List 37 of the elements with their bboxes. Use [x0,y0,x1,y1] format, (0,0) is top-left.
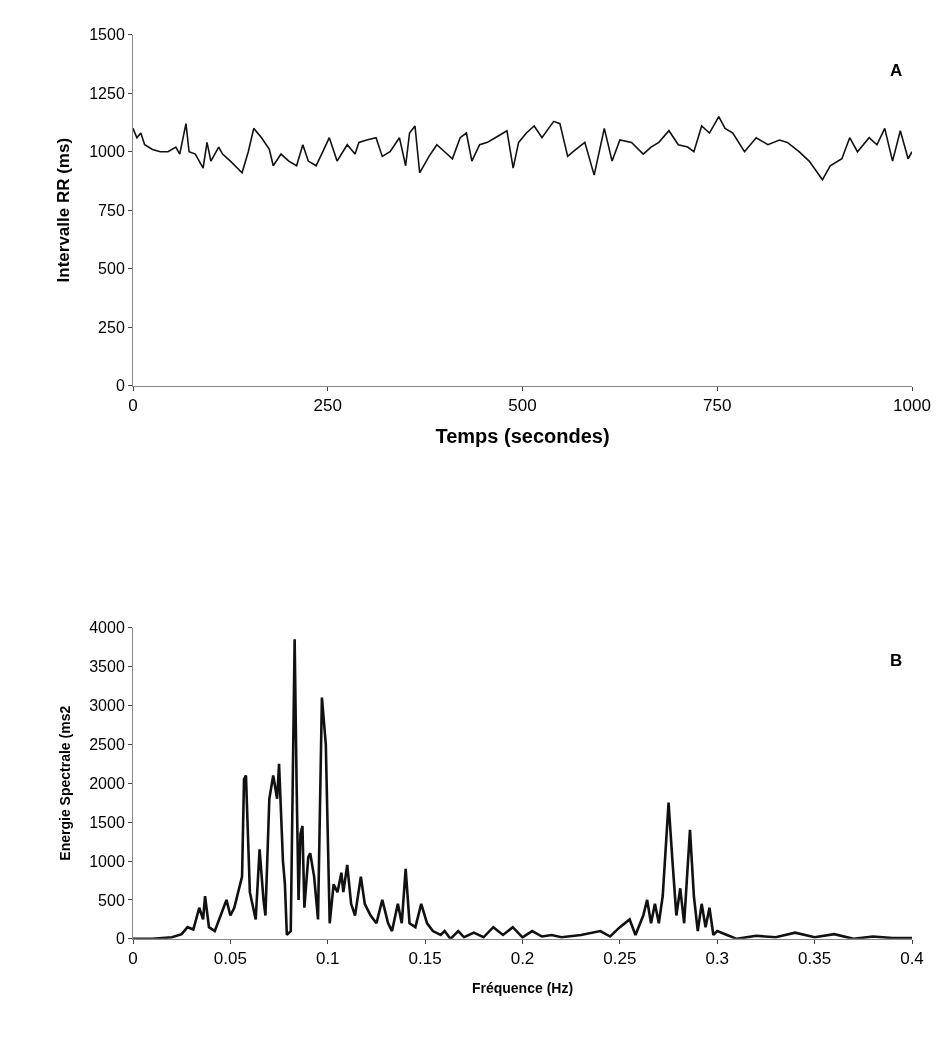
annotation: A [890,61,903,80]
x-tick-label: 750 [703,395,732,415]
x-tick-label: 1000 [893,395,931,415]
y-tick-label: 1500 [89,813,125,831]
y-tick-label: 3500 [89,658,125,676]
x-tick-label: 250 [313,395,342,415]
y-tick-label: 0 [115,377,125,395]
y-tick-label: 3000 [89,697,125,715]
y-axis-title: Energie Spectrale (ms2 [56,705,73,861]
x-tick-label: 0.4 [900,949,924,969]
line-series [133,115,912,181]
y-tick-label: 2000 [89,774,125,792]
x-tick-label: 0.35 [798,949,832,969]
x-tick-label: 0.05 [213,949,247,969]
y-tick-label: 1000 [89,143,125,161]
y-axis-title: Intervalle RR (ms) [53,137,73,283]
annotation: B [890,651,903,670]
y-tick-label: 250 [98,318,125,336]
y-tick-label: 1500 [89,26,125,44]
y-tick-label: 1250 [89,84,125,102]
x-tick-label: 0.1 [315,949,340,969]
y-tick-label: 750 [98,201,125,219]
x-tick-label: 0.2 [510,949,535,969]
x-tick-label: 0.3 [705,949,730,969]
x-axis-title: Temps (secondes) [435,425,610,448]
y-tick-label: 500 [98,891,125,909]
y-tick-label: 0 [115,930,125,948]
y-tick-label: 4000 [89,619,125,637]
y-tick-label: 1000 [89,852,125,870]
x-tick-label: 0.25 [603,949,637,969]
x-tick-label: 0 [128,949,138,969]
x-axis-title: Fréquence (Hz) [471,979,574,996]
y-tick-label: 500 [98,260,125,278]
x-tick-label: 0.15 [408,949,442,969]
x-tick-label: 500 [508,395,537,415]
x-tick-label: 0 [128,395,138,415]
y-tick-label: 2500 [89,735,125,753]
